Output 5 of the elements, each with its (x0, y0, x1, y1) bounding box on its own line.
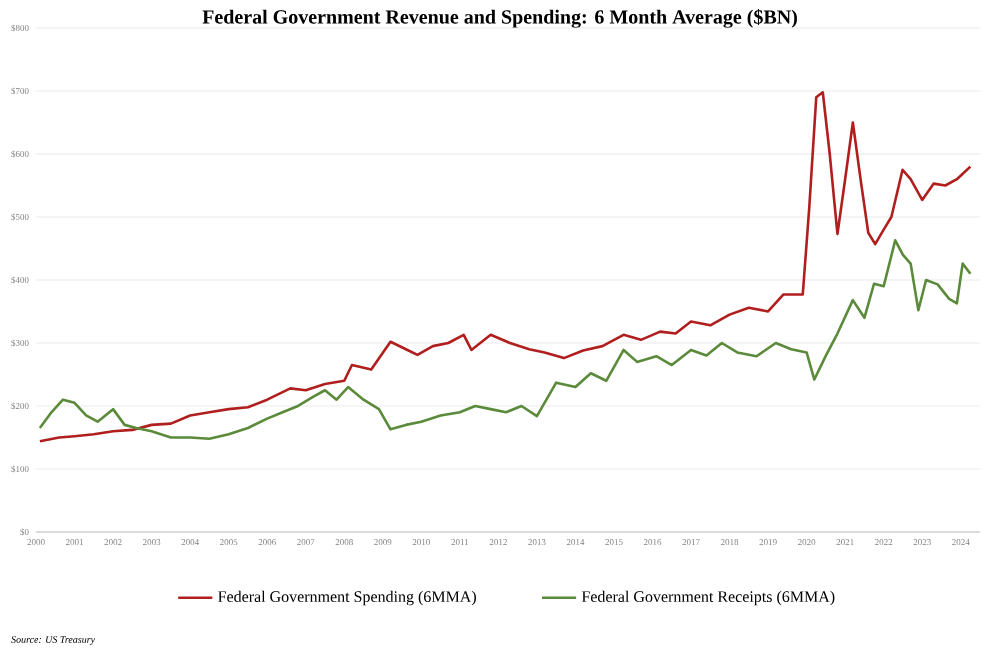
legend-label: Federal Government Receipts (6MMA) (581, 590, 835, 606)
chart-title: Federal Government Revenue and Spending: 6 Month Average ($BN) (202, 9, 797, 28)
line-series (38, 239, 972, 441)
legend-label: Federal Government Spending (6MMA) (218, 590, 476, 606)
line-series (38, 90, 972, 443)
